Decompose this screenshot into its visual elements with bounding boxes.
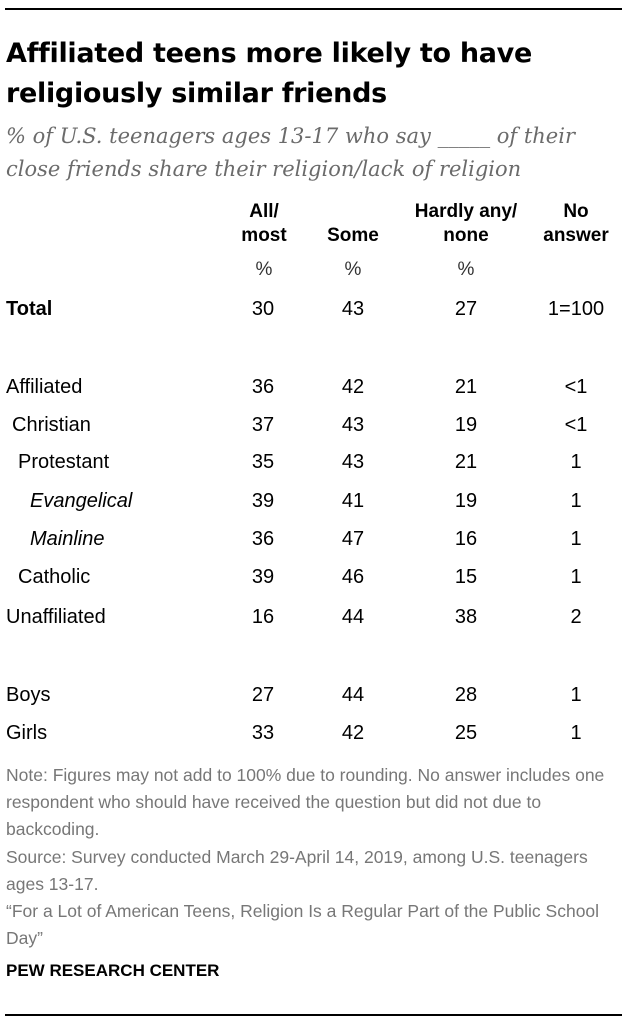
cell-no-answer: 1	[570, 722, 582, 744]
row-label: Christian	[12, 414, 91, 436]
cell-all-most: 30	[251, 298, 275, 320]
row-label: Mainline	[30, 528, 105, 550]
cell-no-answer: 1	[570, 684, 582, 706]
table-row: Affiliated 36 42 21 <1	[0, 372, 627, 402]
cell-all-most: 39	[251, 566, 275, 588]
table-row: Total 30 43 27 1=100	[0, 294, 627, 324]
cell-no-answer: 1	[570, 566, 582, 588]
cell-all-most: 36	[251, 376, 275, 398]
cell-all-most: 39	[251, 490, 275, 512]
cell-some: 43	[341, 298, 365, 320]
cell-hardly-any: 16	[454, 528, 478, 550]
cell-hardly-any: 38	[454, 606, 478, 628]
col-header-all-most: All/ most	[194, 200, 334, 248]
row-label: Evangelical	[30, 490, 133, 512]
row-label: Total	[6, 298, 53, 320]
unit-hardly-any: %	[457, 259, 475, 280]
col-header-line1: All/	[249, 201, 279, 222]
col-header-line2: answer	[543, 225, 609, 246]
source-text: Source: Survey conducted March 29-April …	[6, 847, 588, 894]
table-row: Catholic 39 46 15 1	[0, 562, 627, 592]
cell-no-answer: 1	[570, 528, 582, 550]
brand-logo-text: PEW RESEARCH CENTER	[6, 961, 220, 980]
cell-hardly-any: 21	[454, 376, 478, 398]
cell-some: 43	[341, 414, 365, 436]
col-header-line2: most	[241, 225, 287, 246]
cell-no-answer: <1	[564, 376, 588, 398]
cell-some: 43	[341, 451, 365, 473]
table-row: Girls 33 42 25 1	[0, 718, 627, 748]
cell-hardly-any: 28	[454, 684, 478, 706]
col-header-hardly-any: Hardly any/ none	[396, 200, 536, 248]
row-label: Unaffiliated	[6, 606, 106, 628]
col-header-line1: Hardly any/	[414, 201, 518, 222]
table-row: Mainline 36 47 16 1	[0, 524, 627, 554]
cell-some: 47	[341, 528, 365, 550]
table-row: Boys 27 44 28 1	[0, 680, 627, 710]
cell-some: 44	[341, 684, 365, 706]
cell-all-most: 37	[251, 414, 275, 436]
unit-all-most: %	[255, 259, 273, 280]
report-title: “For a Lot of American Teens, Religion I…	[6, 901, 600, 948]
col-header-no-answer: No answer	[506, 200, 627, 248]
row-label: Girls	[6, 722, 48, 744]
row-label: Affiliated	[6, 376, 83, 398]
cell-some: 42	[341, 722, 365, 744]
cell-no-answer: 1=100	[547, 298, 605, 320]
cell-all-most: 16	[251, 606, 275, 628]
cell-some: 42	[341, 376, 365, 398]
bottom-rule	[5, 1014, 622, 1016]
cell-hardly-any: 19	[454, 490, 478, 512]
row-label: Protestant	[18, 451, 110, 473]
row-label: Boys	[6, 684, 51, 706]
cell-hardly-any: 19	[454, 414, 478, 436]
col-header-line2: none	[443, 225, 489, 246]
cell-all-most: 35	[251, 451, 275, 473]
row-label: Catholic	[18, 566, 91, 588]
top-rule	[5, 8, 622, 10]
cell-no-answer: <1	[564, 414, 588, 436]
chart-title: Affiliated teens more likely to have rel…	[6, 38, 532, 109]
cell-some: 41	[341, 490, 365, 512]
table-row: Unaffiliated 16 44 38 2	[0, 602, 627, 632]
col-header-line1: No	[563, 201, 589, 222]
cell-some: 46	[341, 566, 365, 588]
unit-some: %	[344, 259, 362, 280]
cell-some: 44	[341, 606, 365, 628]
cell-hardly-any: 25	[454, 722, 478, 744]
cell-no-answer: 1	[570, 451, 582, 473]
table-row: Christian 37 43 19 <1	[0, 410, 627, 440]
note-text: Note: Figures may not add to 100% due to…	[6, 765, 605, 839]
cell-hardly-any: 21	[454, 451, 478, 473]
chart-subtitle: % of U.S. teenagers ages 13-17 who say _…	[6, 124, 575, 181]
table-row: Evangelical 39 41 19 1	[0, 486, 627, 516]
cell-no-answer: 1	[570, 490, 582, 512]
cell-hardly-any: 27	[454, 298, 478, 320]
cell-all-most: 27	[251, 684, 275, 706]
col-header-line2: Some	[327, 225, 379, 246]
cell-no-answer: 2	[570, 606, 582, 628]
cell-all-most: 33	[251, 722, 275, 744]
table-row: Protestant 35 43 21 1	[0, 447, 627, 477]
cell-all-most: 36	[251, 528, 275, 550]
col-header-some: Some	[283, 200, 423, 248]
cell-hardly-any: 15	[454, 566, 478, 588]
